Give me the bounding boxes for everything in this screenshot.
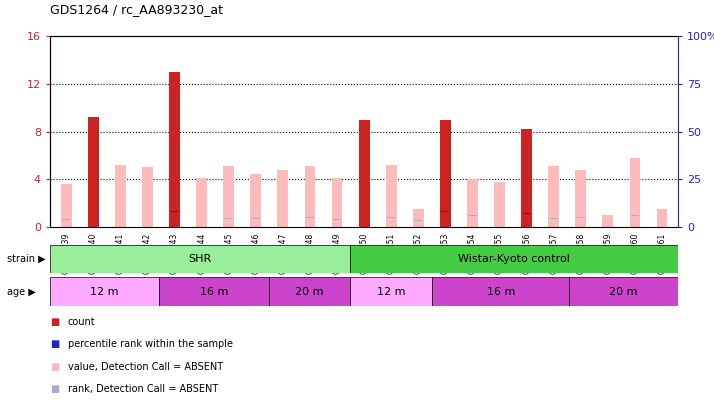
Bar [142,167,153,227]
Text: Wistar-Kyoto control: Wistar-Kyoto control [458,254,570,264]
Bar [575,170,586,227]
Text: ■: ■ [50,317,59,327]
Bar [159,277,268,306]
Bar [521,129,532,227]
Text: ■: ■ [50,362,59,371]
Bar [50,245,351,273]
Bar [169,72,180,227]
Bar [630,158,640,227]
Text: percentile rank within the sample: percentile rank within the sample [68,339,233,349]
Text: rank, Detection Call = ABSENT: rank, Detection Call = ABSENT [68,384,218,394]
Bar [433,277,569,306]
Text: 12 m: 12 m [377,287,406,296]
Text: ■: ■ [50,339,59,349]
Text: GDS1264 / rc_AA893230_at: GDS1264 / rc_AA893230_at [50,3,223,16]
Text: count: count [68,317,96,327]
Bar [268,277,351,306]
Bar [358,120,370,227]
Text: 16 m: 16 m [486,287,515,296]
Text: SHR: SHR [188,254,212,264]
Bar [223,166,234,227]
Bar [50,277,159,306]
Bar [631,215,639,216]
Bar [198,219,206,220]
Text: age ▶: age ▶ [7,287,36,296]
Bar [305,166,316,227]
Bar [306,217,314,218]
Bar [603,215,613,227]
Text: ■: ■ [50,384,59,394]
Bar [196,178,207,227]
Text: value, Detection Call = ABSENT: value, Detection Call = ABSENT [68,362,223,371]
Bar [577,217,585,218]
Bar [115,165,126,227]
Bar [414,220,423,221]
Bar [548,166,559,227]
Bar [331,178,343,227]
Text: 12 m: 12 m [91,287,119,296]
Text: 16 m: 16 m [200,287,228,296]
Bar [386,165,397,227]
Bar [569,277,678,306]
Bar [62,219,70,220]
Bar [440,120,451,227]
Bar [523,213,531,214]
Bar [333,219,341,220]
Bar [61,184,71,227]
Bar [252,218,260,219]
Bar [657,209,668,227]
Bar [496,219,503,220]
Bar [171,211,178,212]
Text: strain ▶: strain ▶ [7,254,46,264]
Bar [88,117,99,227]
Bar [441,211,449,212]
Bar [351,245,678,273]
Bar [278,170,288,227]
Bar [550,218,558,219]
Bar [467,179,478,227]
Bar [413,209,423,227]
Bar [225,218,233,219]
Text: 20 m: 20 m [296,287,323,296]
Bar [351,277,433,306]
Bar [387,217,396,218]
Bar [494,181,505,227]
Bar [251,175,261,227]
Bar [468,215,476,216]
Bar [279,217,287,218]
Text: 20 m: 20 m [610,287,638,296]
